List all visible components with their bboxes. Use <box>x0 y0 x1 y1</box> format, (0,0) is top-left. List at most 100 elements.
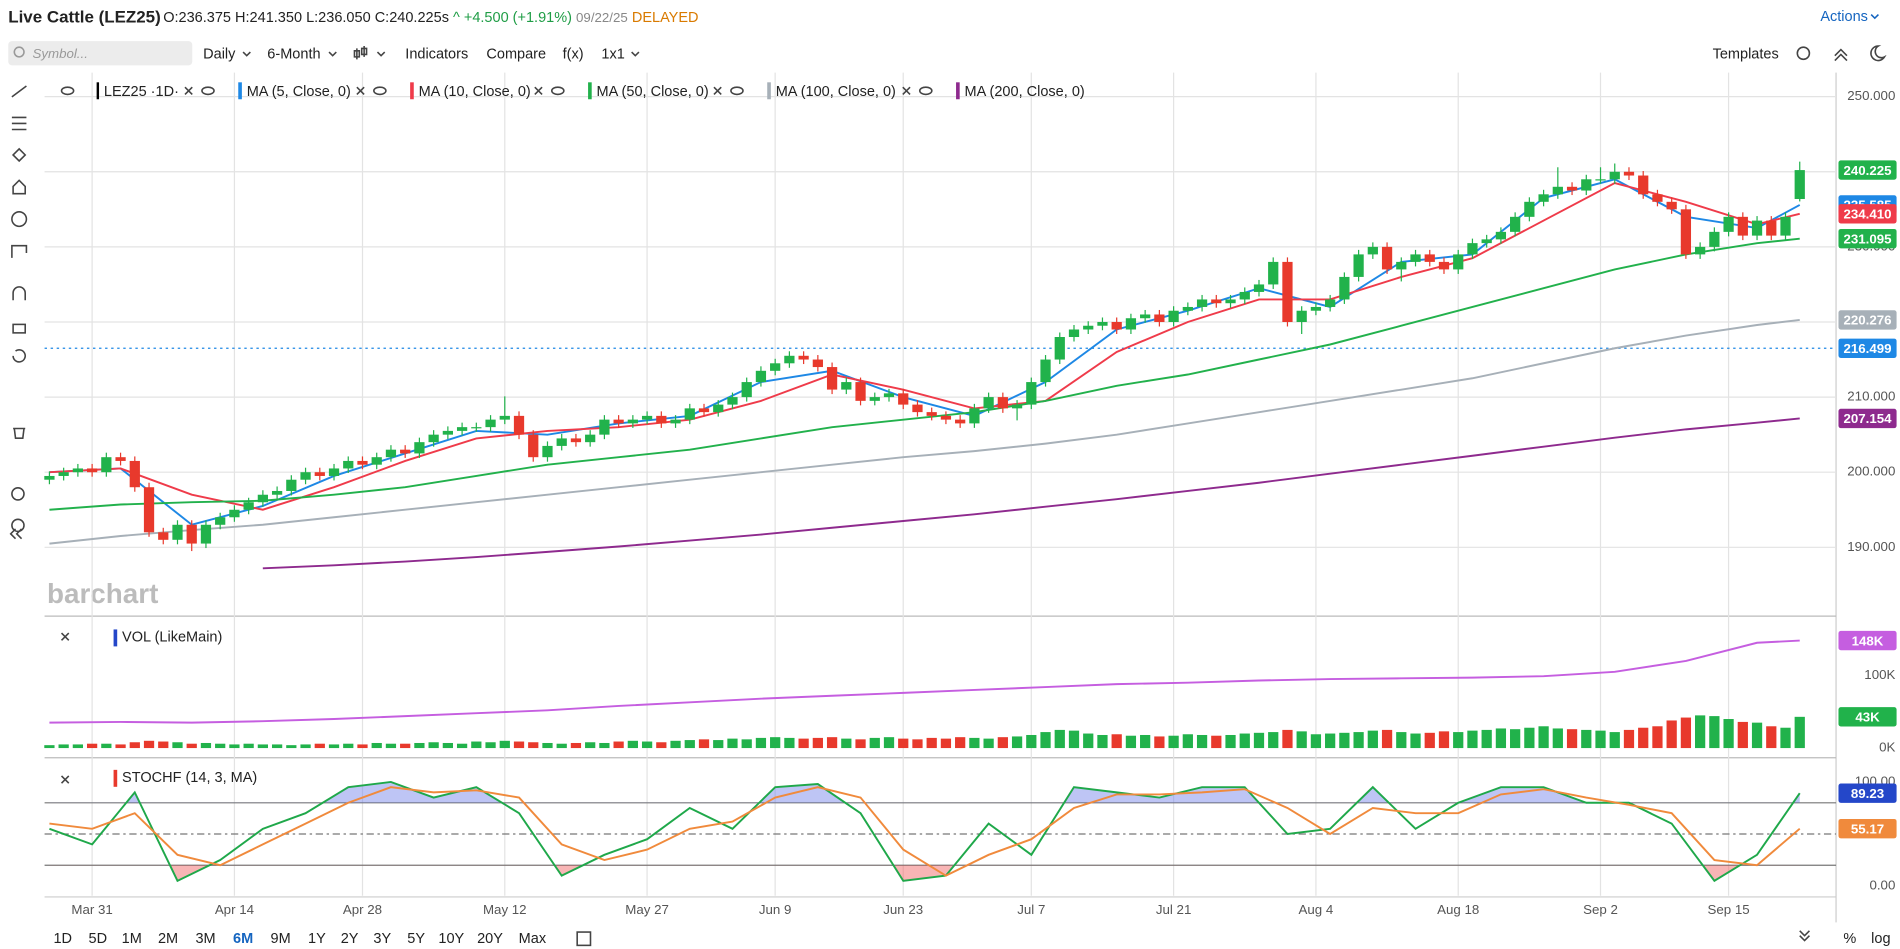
percent-toggle[interactable]: % <box>1843 931 1856 947</box>
legend-swatch <box>956 82 960 100</box>
period-button[interactable]: 9M <box>271 931 291 947</box>
dark-mode-icon[interactable] <box>1870 45 1887 62</box>
price-tag <box>1838 338 1897 358</box>
period-button[interactable]: 1Y <box>308 931 326 947</box>
annotation-tool[interactable] <box>11 211 28 228</box>
magnet-tool[interactable] <box>12 286 26 301</box>
zoom-in-tool[interactable] <box>11 487 25 501</box>
y-tick-label: 210.000 <box>1847 389 1895 404</box>
period-button[interactable]: 3M <box>195 931 215 947</box>
lock-tool[interactable] <box>12 323 26 334</box>
zoom-out-tool[interactable] <box>11 518 25 533</box>
fib-tool[interactable] <box>11 116 27 131</box>
candle-body <box>172 524 183 540</box>
interval-menu[interactable]: Daily <box>203 46 236 62</box>
period-button[interactable]: 3Y <box>373 931 391 947</box>
volume-bar <box>1140 734 1151 749</box>
actions-menu[interactable]: Actions <box>1820 9 1868 25</box>
collapse-icon[interactable] <box>1834 48 1848 62</box>
candle-body <box>855 382 866 401</box>
candle-body <box>400 449 411 454</box>
x-tick-label: Apr 14 <box>215 902 254 917</box>
candle-body <box>243 502 254 510</box>
candle-body <box>755 370 767 383</box>
volume-bar <box>101 743 112 749</box>
candle-body <box>1410 254 1421 262</box>
volume-bar <box>1666 720 1677 749</box>
price-tag-label: 43K <box>1855 710 1880 725</box>
candle-body <box>1111 321 1122 330</box>
layout-menu[interactable]: 1x1 <box>601 46 624 62</box>
volume-bar <box>1680 717 1692 749</box>
pane-close-icon <box>60 775 70 784</box>
symbol-search[interactable] <box>8 41 193 66</box>
compare-button[interactable]: Compare <box>486 46 546 62</box>
chart-type-icon[interactable] <box>353 45 368 60</box>
candle-body <box>1666 201 1677 210</box>
period-button[interactable]: 5D <box>89 931 108 947</box>
candle-body <box>428 434 439 443</box>
y-tick-label: 0.00 <box>1869 878 1895 893</box>
log-toggle[interactable]: log <box>1871 931 1890 947</box>
volume-bar <box>1282 729 1293 749</box>
calendar-icon[interactable] <box>576 931 592 947</box>
trendline-tool[interactable] <box>11 85 27 98</box>
x-tick-label: Jun 23 <box>883 902 923 917</box>
settings-icon[interactable] <box>1796 46 1811 61</box>
volume-bar <box>1111 734 1122 749</box>
expand-icon[interactable] <box>1799 930 1810 942</box>
volume-bar <box>1609 732 1620 749</box>
candle-body <box>1652 194 1663 202</box>
price-tag <box>1838 630 1897 651</box>
period-button[interactable]: 2M <box>158 931 178 947</box>
volume-bar <box>1453 732 1464 749</box>
volume-bar <box>314 743 325 749</box>
candle-body <box>969 408 980 424</box>
volume-bar <box>1652 726 1663 749</box>
volume-bar <box>371 742 382 749</box>
candle-body <box>1481 239 1492 244</box>
volume-bar <box>400 743 411 749</box>
period-button[interactable]: 5Y <box>407 931 425 947</box>
legend-label: MA (200, Close, 0) <box>965 84 1085 100</box>
templates-button[interactable]: Templates <box>1713 46 1779 62</box>
period-button[interactable]: 6M <box>233 931 253 947</box>
candle-body <box>1737 216 1748 236</box>
delete-tool[interactable] <box>13 427 26 439</box>
candle-body <box>1794 170 1805 199</box>
candle-body <box>1581 179 1592 191</box>
volume-bar <box>1011 736 1023 749</box>
candle-body <box>343 460 354 469</box>
fx-button[interactable]: f(x) <box>563 46 584 62</box>
period-button[interactable]: 1D <box>53 931 72 947</box>
candle-body <box>1538 194 1549 202</box>
candle-body <box>1140 314 1151 319</box>
period-button[interactable]: Max <box>519 931 547 947</box>
period-button[interactable]: 2Y <box>341 931 359 947</box>
candle-body <box>215 517 226 525</box>
range-menu[interactable]: 6-Month <box>267 46 320 62</box>
volume-bar <box>855 739 866 749</box>
y-tick-label: 190.000 <box>1847 539 1895 554</box>
period-button[interactable]: 20Y <box>477 931 503 947</box>
marker-tool[interactable] <box>12 179 26 195</box>
candle-body <box>1026 382 1037 405</box>
volume-bar <box>1723 719 1734 749</box>
candle-body <box>499 415 510 420</box>
volume-bar <box>627 740 638 749</box>
candle-body <box>1054 337 1065 360</box>
candle-body <box>1068 329 1080 338</box>
undo-tool[interactable] <box>12 349 26 363</box>
shape-tool[interactable] <box>11 147 27 163</box>
volume-bar <box>442 742 453 749</box>
period-button[interactable]: 1M <box>122 931 142 947</box>
stochastic-line <box>49 786 1801 877</box>
measure-tool[interactable] <box>11 244 28 258</box>
delay-status: DELAYED <box>632 10 699 26</box>
collapse-panel[interactable] <box>9 528 23 540</box>
search-icon <box>13 46 25 58</box>
indicators-button[interactable]: Indicators <box>405 46 468 62</box>
period-button[interactable]: 10Y <box>438 931 464 947</box>
volume-bar <box>485 742 496 749</box>
